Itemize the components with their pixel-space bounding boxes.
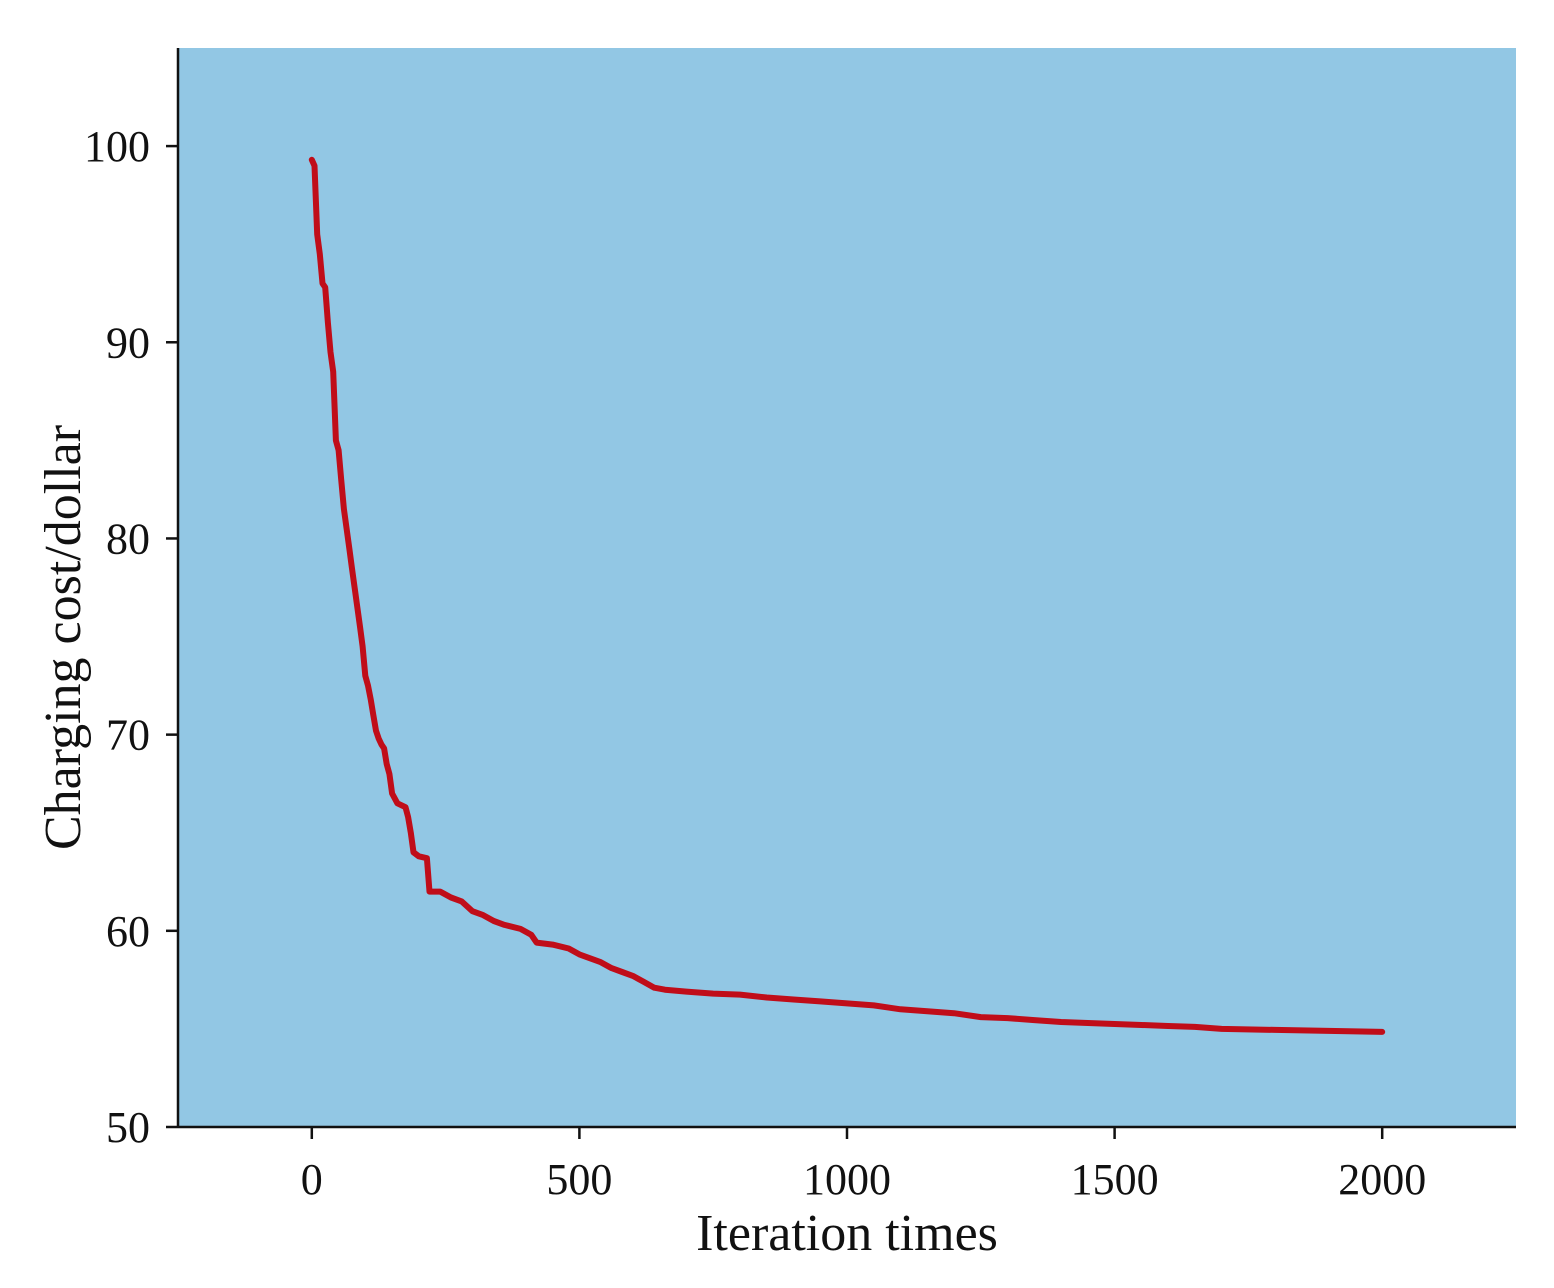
x-tick-label: 1500 [1071, 1155, 1159, 1204]
y-tick-label: 50 [106, 1103, 150, 1152]
x-tick-label: 500 [546, 1155, 612, 1204]
y-axis-ticks: 50 60 70 80 90 100 [84, 122, 178, 1152]
y-tick-label: 80 [106, 514, 150, 563]
y-tick-label: 60 [106, 907, 150, 956]
x-axis-ticks: 0 500 1000 1500 2000 [301, 1127, 1426, 1204]
y-tick-label: 70 [106, 711, 150, 760]
x-tick-label: 2000 [1338, 1155, 1426, 1204]
y-tick-label: 100 [84, 122, 150, 171]
x-axis-title: Iteration times [696, 1205, 998, 1262]
x-tick-label: 0 [301, 1155, 323, 1204]
plot-background [178, 48, 1516, 1127]
y-tick-label: 90 [106, 318, 150, 367]
y-axis-title: Charging cost/dollar [35, 425, 92, 850]
x-tick-label: 1000 [803, 1155, 891, 1204]
series-line-charging-cost [308, 156, 1386, 1035]
